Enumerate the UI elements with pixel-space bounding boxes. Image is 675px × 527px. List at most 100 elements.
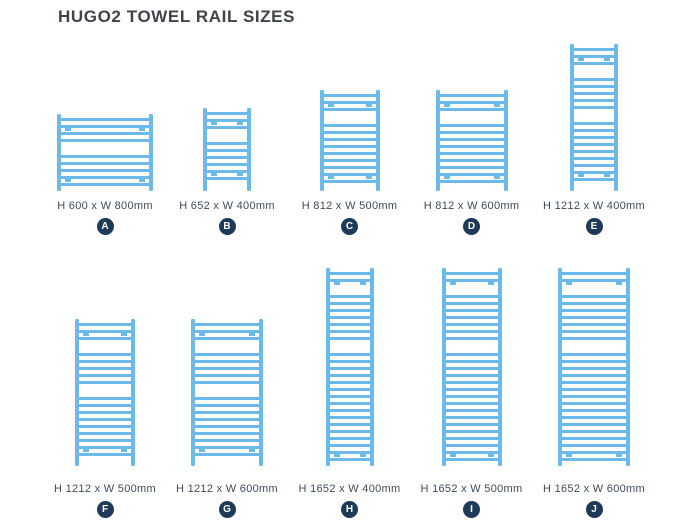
rail-bar [444,437,499,441]
rail-bar [561,451,627,455]
rail-left-post [435,89,440,191]
wall-bracket-tab [578,57,584,61]
rail-bar [194,431,260,435]
rail-letter-badge-E: E [585,218,603,235]
rail-bar [322,100,377,104]
rail-graphic-wrap [441,260,502,466]
rail-left-post [191,318,195,466]
rail-left-post [319,89,324,191]
rail-cell-D: H 812 x W 600mm D [411,40,533,235]
wall-bracket-tab [365,103,372,107]
wall-bracket-tab [327,175,334,179]
wall-bracket-tab [333,454,340,458]
rail-bars [194,322,260,462]
rail-cell-F: H 1212 x W 500mm F [44,260,166,518]
rail-bar [438,130,505,134]
rail-bar [561,367,627,371]
wall-bracket-tab [83,332,89,336]
rail-graphic-wrap [191,260,263,466]
towel-rail-graphic [558,268,630,466]
rail-bar [444,353,499,357]
rail-size-label: H 600 x W 800mm [57,200,153,212]
rail-bar [322,107,377,111]
rail-cell-H: H 1652 x W 400mm H [289,260,411,518]
rail-bar [328,337,371,341]
rail-bar [438,93,505,97]
rail-bar [206,170,248,174]
wall-bracket-tab [139,179,145,182]
rail-bar [561,430,627,434]
rail-bar [328,309,371,313]
rail-bar [206,119,248,123]
rail-graphic-wrap [435,40,508,191]
wall-bracket-tab [139,128,145,131]
rail-bar [444,374,499,378]
rail-bar [194,322,260,326]
rail-bar [78,329,132,333]
rail-cell-C: H 812 x W 500mm C [289,40,411,235]
rail-size-label: H 652 x W 400mm [179,200,275,212]
towel-rail-graphic [570,43,618,191]
rail-bar [444,302,499,306]
rail-graphic-wrap [75,260,135,466]
towel-rail-graphic [319,89,380,191]
rail-bar [194,438,260,442]
rail-bar [194,452,260,456]
rail-left-post [441,268,446,466]
rail-bar [194,403,260,407]
rail-bar [573,163,615,167]
rail-bar [444,395,499,399]
rail-bar [573,84,615,88]
rail-right-post [626,268,630,466]
rail-bar [78,396,132,400]
rail-bar [444,279,499,283]
rail-bar [561,302,627,306]
rail-bar [206,126,248,130]
rail-size-label: H 812 x W 500mm [301,200,398,212]
rail-bar [322,151,377,155]
rail-bar [561,360,627,364]
rail-right-post [149,114,153,191]
rail-bar [328,416,371,420]
rail-bar [78,373,132,377]
wall-bracket-tab [449,282,456,286]
rail-bar [561,423,627,427]
rail-bar [322,158,377,162]
rail-bar [573,135,615,139]
rail-bar [206,149,248,153]
rail-right-post [369,268,374,466]
rail-letter-badge-F: F [96,501,114,518]
rail-bar [328,423,371,427]
rail-bar [194,417,260,421]
rail-bar [206,163,248,167]
rail-bar [328,451,371,455]
rail-size-label: H 1212 x W 600mm [175,483,278,495]
rail-bar [206,112,248,116]
rail-bar [194,410,260,414]
rail-cell-G: H 1212 x W 600mm G [166,260,288,518]
rail-bar [573,170,615,174]
rail-bar [573,47,615,51]
rail-bar [322,130,377,134]
rail-letter-badge-D: D [463,218,480,235]
towel-rail-graphic [325,268,374,466]
wall-bracket-tab [249,332,255,336]
rail-bar [561,409,627,413]
rail-right-post [375,89,380,191]
rail-bar [194,359,260,363]
rail-bar [194,380,260,384]
rail-cell-J: H 1652 x W 600mm J [533,260,655,518]
wall-bracket-tab [249,448,255,452]
rail-bar [328,437,371,441]
rail-cell-E: H 1212 x W 400mm E [533,40,655,235]
rail-bar [573,98,615,102]
rail-bar [78,336,132,340]
rail-bar [78,424,132,428]
rail-bar [444,451,499,455]
rail-left-post [203,108,207,191]
rail-bar [328,330,371,334]
rail-bar [60,169,150,172]
rail-bar [438,151,505,155]
rail-bar [322,93,377,97]
rail-bar [206,156,248,160]
